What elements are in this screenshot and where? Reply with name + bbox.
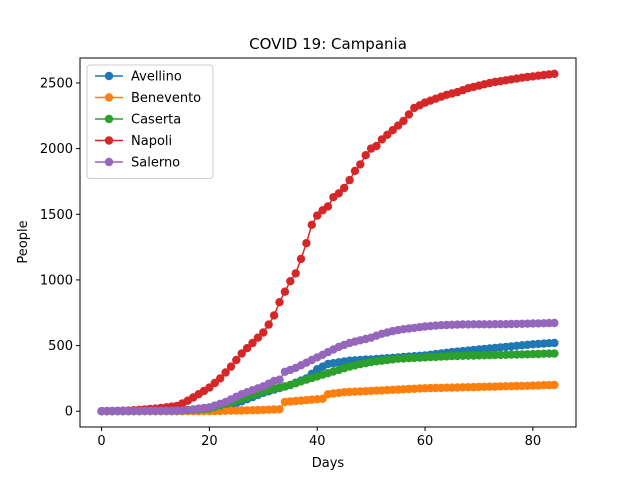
legend-label: Avellino: [131, 70, 182, 85]
legend-item: Napoli: [95, 134, 172, 149]
data-point: [216, 374, 225, 383]
data-point: [372, 141, 381, 151]
data-point: [248, 338, 257, 348]
x-tick-label: 80: [525, 434, 542, 449]
data-point: [340, 183, 349, 193]
data-point: [242, 344, 252, 353]
data-point: [259, 328, 268, 337]
legend-marker: [104, 157, 114, 167]
legend-item: Salerno: [95, 156, 180, 171]
data-point: [550, 380, 559, 390]
data-point: [226, 362, 236, 371]
y-tick-label: 1000: [40, 273, 73, 288]
data-point: [275, 375, 284, 384]
data-point: [280, 287, 290, 296]
y-axis: 0 500 1000 1500 2000 2500: [40, 76, 80, 420]
data-point: [286, 277, 295, 286]
y-tick-label: 500: [48, 339, 73, 354]
legend-item: Benevento: [95, 91, 201, 106]
data-point: [221, 368, 230, 377]
y-tick-label: 2000: [40, 142, 73, 157]
data-point: [361, 151, 370, 160]
data-point: [296, 254, 306, 264]
data-point: [253, 333, 263, 342]
data-point: [334, 189, 343, 198]
data-point: [404, 110, 414, 119]
x-axis-label: Days: [312, 456, 345, 471]
x-tick-label: 40: [309, 434, 326, 449]
data-point: [237, 349, 246, 358]
data-point: [550, 338, 559, 348]
plot-frame: [79, 57, 577, 428]
y-tick-label: 1500: [40, 208, 73, 223]
series-salerno: [97, 318, 559, 416]
data-point: [313, 211, 322, 220]
legend-marker: [104, 114, 114, 124]
plot-series: [97, 69, 559, 416]
data-point: [550, 349, 559, 358]
data-point: [350, 166, 360, 176]
data-point: [275, 405, 284, 414]
data-point: [307, 220, 316, 229]
x-axis: 0 20 40 60 80: [97, 427, 541, 449]
y-tick-label: 2500: [40, 76, 73, 91]
data-point: [550, 69, 559, 79]
data-point: [302, 239, 311, 248]
legend-marker: [104, 93, 114, 102]
y-axis-label: People: [16, 220, 31, 263]
legend-marker: [104, 136, 114, 145]
data-point: [291, 269, 300, 278]
legend-label: Benevento: [131, 91, 201, 106]
data-point: [399, 116, 408, 126]
legend: Avellino Benevento Caserta Napoli Salerno: [86, 64, 214, 179]
legend-item: Avellino: [95, 70, 182, 85]
y-tick-label: 0: [65, 405, 73, 420]
data-point: [323, 202, 333, 211]
chart-title: COVID 19: Campania: [249, 35, 407, 53]
legend-item: Caserta: [95, 113, 181, 128]
data-point: [345, 175, 354, 185]
x-tick-label: 0: [97, 434, 105, 449]
legend-label: Caserta: [131, 113, 181, 128]
legend-label: Napoli: [131, 134, 172, 149]
legend-box: [86, 64, 214, 179]
x-tick-label: 60: [417, 434, 434, 449]
data-point: [269, 311, 279, 320]
data-point: [356, 160, 365, 169]
x-tick-label: 20: [201, 434, 218, 449]
data-point: [550, 318, 559, 328]
legend-label: Salerno: [131, 156, 180, 171]
legend-marker: [104, 71, 114, 81]
data-point: [264, 320, 273, 329]
data-point: [275, 298, 284, 307]
data-point: [232, 355, 241, 365]
